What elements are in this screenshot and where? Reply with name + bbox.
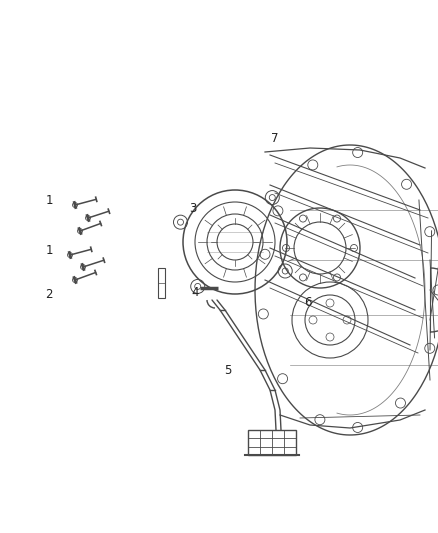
Bar [248, 430, 296, 455]
Text: 2: 2 [45, 288, 53, 302]
Text: 1: 1 [45, 244, 53, 256]
Text: 6: 6 [304, 296, 312, 310]
Text: 4: 4 [191, 286, 199, 298]
Bar [158, 268, 165, 298]
Text: 7: 7 [271, 132, 279, 144]
Text: 1: 1 [45, 193, 53, 206]
Text: 3: 3 [189, 201, 197, 214]
Text: 5: 5 [224, 364, 232, 376]
